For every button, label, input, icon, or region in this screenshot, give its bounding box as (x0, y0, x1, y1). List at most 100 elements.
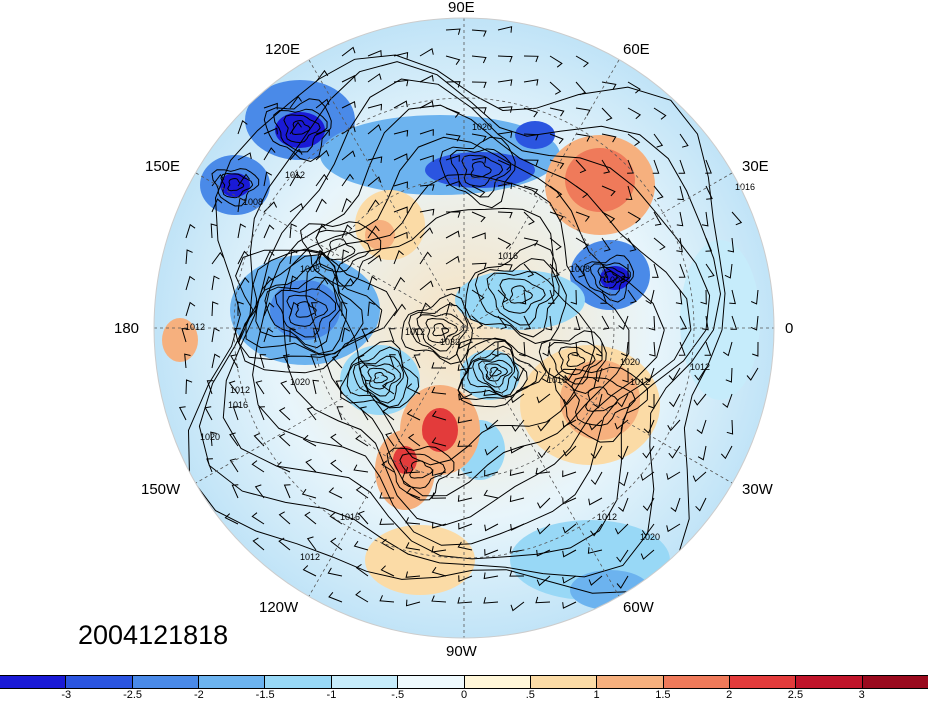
wind-barb (593, 393, 603, 409)
colorbar-tick-label: -1 (326, 689, 337, 701)
isobar-label: 1016 (228, 400, 248, 410)
lon-label-90w: 90W (446, 643, 477, 660)
wind-barb (289, 121, 302, 135)
wind-barb (471, 81, 487, 89)
lon-label-0: 0 (785, 320, 794, 337)
wind-barb (341, 249, 350, 265)
isobar-line (399, 453, 446, 489)
wind-barb (289, 148, 303, 161)
wind-barb (621, 341, 629, 357)
colorbar-tick-label: -2 (193, 689, 204, 701)
wind-barb (497, 289, 509, 303)
lon-label-180: 180 (114, 320, 140, 337)
wind-barb (471, 315, 484, 329)
wind-barb (458, 575, 473, 583)
wind-barb (445, 286, 461, 294)
wind-barb (483, 489, 499, 499)
wind-barb (393, 250, 404, 265)
wind-barb (278, 407, 291, 421)
wind-barb (445, 81, 461, 88)
wind-barb (510, 445, 525, 454)
wind-barb (263, 302, 275, 317)
wind-barb (405, 466, 421, 474)
isobar-line (499, 278, 546, 314)
wind-barb (625, 185, 633, 201)
wind-barb (497, 131, 513, 138)
lon-label-30w: 30W (742, 481, 773, 498)
wind-barb (315, 198, 327, 213)
wind-barb (315, 98, 330, 109)
wind-barb (253, 432, 265, 447)
wind-barb (211, 353, 221, 369)
wind-barb (263, 275, 274, 291)
wind-barb (315, 249, 326, 265)
wind-barb (483, 572, 499, 580)
wind-barb (590, 471, 603, 486)
wind-barb (697, 445, 707, 461)
wind-barb (406, 409, 421, 421)
wind-barb (627, 289, 637, 304)
isobar-label: 1008 (243, 197, 263, 207)
wind-barb (676, 211, 684, 227)
wind-barb (549, 237, 562, 251)
colorbar-tick-label: 3 (858, 689, 865, 701)
isobar-line (449, 148, 512, 198)
wind-barb (382, 407, 395, 421)
wind-barb (237, 250, 249, 265)
wind-barb (545, 315, 553, 331)
wind-barb (389, 354, 396, 369)
wind-barb (549, 185, 563, 199)
wind-barb (457, 541, 473, 551)
isobar-line (409, 460, 433, 479)
wind-barb (237, 173, 251, 187)
wind-barb (678, 263, 686, 278)
wind-barb (263, 171, 273, 187)
wind-barb (536, 549, 551, 557)
isobar-label-layer: 1020 1012 1008 1008 1016 1008 1008 1012 1012 1032… (185, 122, 755, 562)
wind-barb (206, 380, 214, 395)
wind-barb (575, 133, 591, 142)
isobar-line (283, 114, 321, 144)
wind-barb (627, 133, 641, 147)
wind-barb (229, 458, 239, 473)
wind-barb (341, 75, 356, 83)
wind-barb (445, 154, 460, 162)
wind-barb (471, 29, 487, 37)
wind-barb (263, 327, 274, 343)
wind-barb (653, 211, 662, 226)
wind-barb (441, 328, 448, 343)
isobar-line (305, 173, 630, 497)
isobar-line (439, 136, 516, 209)
wind-barb (315, 173, 329, 187)
isobar-line (198, 61, 722, 578)
colorbar-segment (132, 676, 200, 688)
isobar-line (222, 78, 711, 560)
wind-barb (211, 301, 219, 317)
colorbar-segment (398, 676, 465, 688)
wind-barb (280, 380, 291, 395)
wind-barb (652, 159, 660, 174)
wind-barb (259, 354, 267, 369)
wind-barb (393, 153, 408, 161)
wind-barb (653, 133, 664, 148)
wind-barb (614, 523, 629, 535)
wind-barb (653, 185, 664, 200)
wind-barb (537, 419, 551, 432)
wind-barb (588, 497, 603, 506)
colorbar-tick-label: 2 (726, 689, 733, 701)
wind-barb (497, 26, 513, 33)
wind-barb (341, 46, 356, 57)
isobar-line (227, 177, 245, 192)
wind-barb (405, 571, 421, 578)
wind-barb (445, 230, 460, 239)
wind-barb (359, 406, 369, 421)
wind-barb (627, 81, 641, 94)
isobar-line (474, 258, 560, 338)
wind-barb (729, 289, 736, 305)
wind-barb (283, 484, 291, 499)
wind-barb (289, 95, 303, 109)
colorbar-segment (331, 676, 399, 688)
wind-barb (601, 159, 611, 174)
isobar-line (352, 355, 405, 404)
isobar-line (589, 262, 631, 296)
